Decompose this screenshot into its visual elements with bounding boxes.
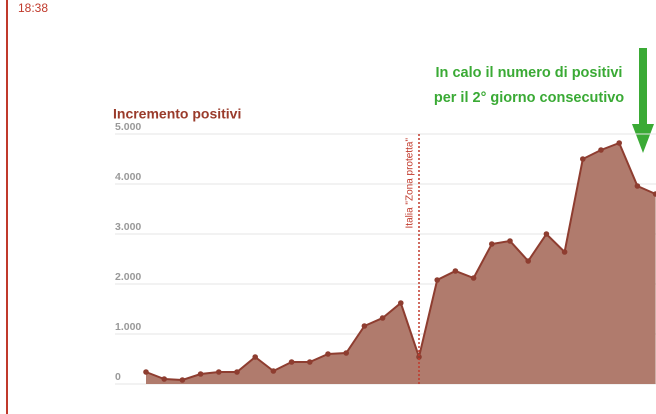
headline: per il 2° giorno consecutivo [434,90,624,106]
data-point [197,371,204,377]
data-point [452,268,459,274]
data-point [652,191,656,197]
data-point [161,376,167,382]
data-point [216,369,222,375]
y-tick-label: 5.000 [115,121,141,133]
data-point [543,231,550,237]
y-tick-label: 2.000 [115,271,141,283]
data-point [270,368,277,374]
data-point [434,277,441,283]
data-point [179,377,186,383]
data-point [507,238,513,244]
chart-title: Incremento positivi [113,106,241,122]
data-point [416,354,422,360]
time: 18:38 [18,1,48,15]
headline: In calo il numero di positivi [436,65,623,81]
data-point [525,258,531,264]
data-point [343,350,350,356]
data-point [252,354,258,360]
data-point [143,369,149,375]
marker-label: Italia "Zona protetta" [405,138,416,229]
y-tick-label: 1.000 [115,321,141,333]
data-point [470,275,477,281]
y-tick-label: 3.000 [115,221,141,233]
data-point [616,140,622,146]
data-point [398,300,404,306]
data-point [307,359,313,365]
data-point [288,359,295,365]
data-point [598,147,604,153]
y-tick-label: 4.000 [115,171,141,183]
y-tick-label: 0 [115,371,121,383]
data-point [634,183,641,189]
area [146,143,656,384]
data-point [234,369,240,375]
data-point [561,249,568,255]
data-point [580,156,586,162]
data-point [489,241,495,247]
data-point [379,315,386,321]
arrow-head [632,124,654,153]
data-point [325,351,331,357]
data-point [361,323,368,329]
